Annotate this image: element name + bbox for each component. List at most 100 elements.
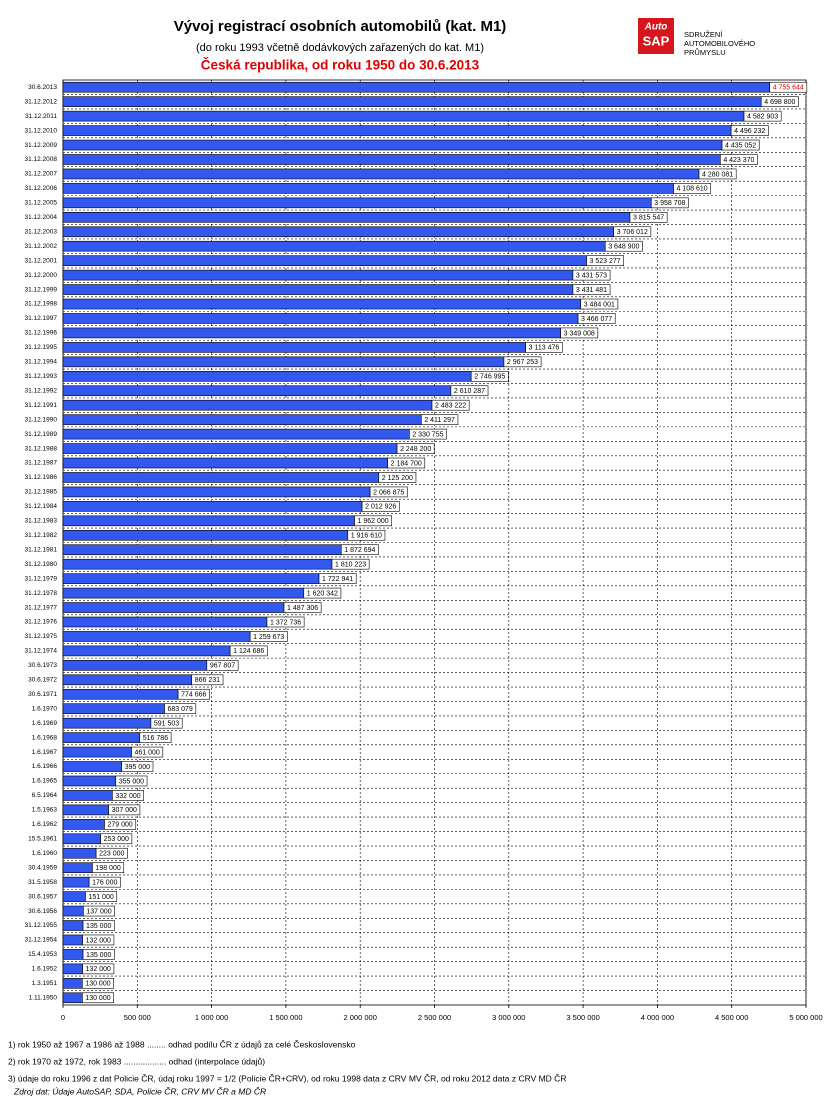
value-label-box	[409, 428, 447, 440]
value-label-box	[560, 327, 599, 339]
value-label: 4 108 610	[677, 186, 708, 193]
value-label: 2 746 995	[474, 374, 505, 381]
y-tick-label: 1.6.1969	[32, 720, 58, 727]
value-label-box	[95, 847, 128, 859]
logo-box	[638, 18, 674, 54]
value-label-box	[698, 168, 737, 180]
value-label: 176 000	[92, 879, 117, 886]
bar	[62, 616, 268, 628]
value-label-box	[82, 963, 115, 975]
value-label: 1 620 342	[307, 590, 338, 597]
y-tick-label: 30.6.2013	[28, 84, 57, 91]
bar	[62, 876, 90, 888]
bar	[62, 96, 762, 107]
value-label: 2 483 222	[435, 403, 466, 410]
value-label-box	[100, 833, 133, 845]
bar	[62, 761, 122, 772]
bar	[62, 240, 606, 252]
bar	[62, 544, 342, 556]
value-label-box	[629, 212, 668, 223]
value-label: 4 582 903	[747, 113, 778, 120]
y-tick-label: 1.5.1963	[32, 807, 58, 814]
y-tick-label: 31.12.1977	[24, 604, 57, 611]
x-tick-label: 500 000	[124, 1013, 151, 1022]
value-label-box	[83, 905, 115, 917]
value-label: 2 967 253	[507, 359, 538, 366]
value-label-box	[340, 544, 379, 556]
value-label: 2 066 875	[373, 489, 404, 496]
bar	[62, 645, 231, 657]
y-tick-label: 31.12.1991	[24, 402, 57, 409]
value-label: 132 000	[86, 966, 111, 973]
bar	[62, 414, 422, 425]
y-tick-label: 1.6.1962	[32, 821, 58, 828]
value-label-box	[369, 486, 408, 498]
value-label: 1 372 736	[270, 619, 301, 626]
value-label-box	[721, 139, 760, 151]
bar	[62, 992, 83, 1004]
y-tick-label: 31.5.1958	[28, 879, 57, 886]
chart-subtitle-red: Česká republika, od roku 1950 do 30.6.20…	[201, 58, 480, 73]
value-label-box	[572, 269, 611, 281]
value-label: 132 000	[86, 937, 111, 944]
bar	[62, 342, 526, 353]
value-label-box	[586, 255, 625, 266]
bar	[62, 255, 587, 266]
bar	[62, 790, 113, 801]
value-label: 307 000	[112, 807, 137, 814]
logo-text: AUTOMOBILOVÉHO	[684, 39, 755, 48]
bar	[62, 717, 152, 729]
bar	[62, 443, 398, 454]
y-tick-label: 31.12.1999	[24, 286, 57, 293]
value-label: 866 231	[195, 677, 220, 684]
value-label: 3 484 001	[584, 301, 615, 308]
bar	[62, 775, 117, 787]
logo-text: SDRUŽENÍ	[684, 30, 723, 39]
y-tick-label: 30.6.1956	[28, 908, 57, 915]
bar	[62, 327, 561, 339]
value-label-box	[470, 370, 509, 382]
bar	[62, 631, 251, 642]
bar	[62, 370, 472, 382]
bar	[62, 515, 355, 527]
value-label: 1 259 673	[253, 634, 284, 641]
value-label: 2 125 200	[382, 475, 413, 482]
value-label: 279 000	[107, 822, 132, 829]
value-label-box	[450, 385, 489, 397]
bar	[62, 949, 84, 960]
value-label-box	[580, 298, 619, 310]
value-label: 516 786	[143, 735, 168, 742]
value-label: 967 807	[210, 663, 235, 670]
bar	[62, 674, 193, 686]
value-label: 3 466 077	[581, 316, 612, 323]
y-tick-label: 15.4.1953	[28, 951, 57, 958]
bar	[62, 457, 388, 469]
value-label-box	[378, 472, 417, 483]
y-tick-label: 31.12.1954	[24, 937, 57, 944]
y-tick-label: 1.6.1966	[32, 763, 58, 770]
value-label-box	[387, 457, 426, 469]
value-label-box	[283, 602, 322, 613]
bar	[62, 978, 83, 989]
value-label: 1 124 686	[233, 648, 264, 655]
value-label-box	[82, 949, 115, 960]
value-label: 4 280 081	[702, 171, 733, 178]
y-tick-label: 15.5.1961	[28, 836, 57, 843]
value-label: 1 916 610	[351, 533, 382, 540]
y-tick-label: 31.12.2004	[24, 214, 57, 221]
value-label-box	[347, 529, 386, 541]
value-label: 461 000	[135, 749, 160, 756]
y-tick-label: 31.12.2010	[24, 127, 57, 134]
bar	[62, 284, 574, 295]
y-tick-label: 31.12.1988	[24, 445, 57, 452]
value-label: 1 872 694	[344, 547, 375, 554]
value-label-box	[150, 717, 183, 729]
bar	[62, 197, 652, 209]
logo-text: PRŮMYSLU	[684, 48, 726, 57]
value-label-box	[318, 573, 357, 584]
value-label-box	[396, 443, 435, 454]
value-label: 130 000	[85, 995, 110, 1002]
value-label: 395 000	[125, 764, 150, 771]
logo: Auto SAP SDRUŽENÍ AUTOMOBILOVÉHO PRŮMYSL…	[638, 18, 755, 57]
